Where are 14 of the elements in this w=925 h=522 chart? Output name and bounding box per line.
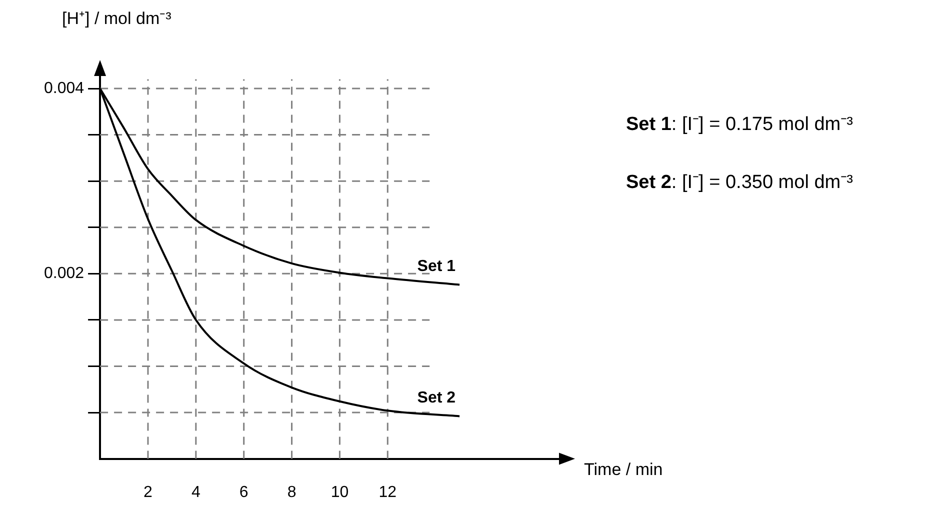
- x-tick-label: 8: [287, 484, 296, 501]
- y-axis-title: [H⁺] / mol dm⁻³: [62, 8, 172, 29]
- x-axis-title: Time / min: [584, 460, 663, 480]
- series-label: Set 1: [417, 258, 456, 276]
- text: Set 1: [I⁻] = 0.175 mol dm⁻³: [626, 113, 853, 136]
- x-tick-label: 6: [239, 484, 248, 501]
- x-tick-label: 2: [144, 484, 153, 501]
- text: Set 2: [I⁻] = 0.350 mol dm⁻³: [626, 171, 853, 194]
- y-tick-label: 0.002: [44, 265, 84, 282]
- x-tick-label: 10: [330, 484, 349, 501]
- x-tick-label: 4: [191, 484, 200, 501]
- series-label: Set 2: [417, 390, 456, 407]
- y-tick-label: 0.004: [44, 80, 84, 97]
- x-tick-label: 12: [378, 484, 397, 501]
